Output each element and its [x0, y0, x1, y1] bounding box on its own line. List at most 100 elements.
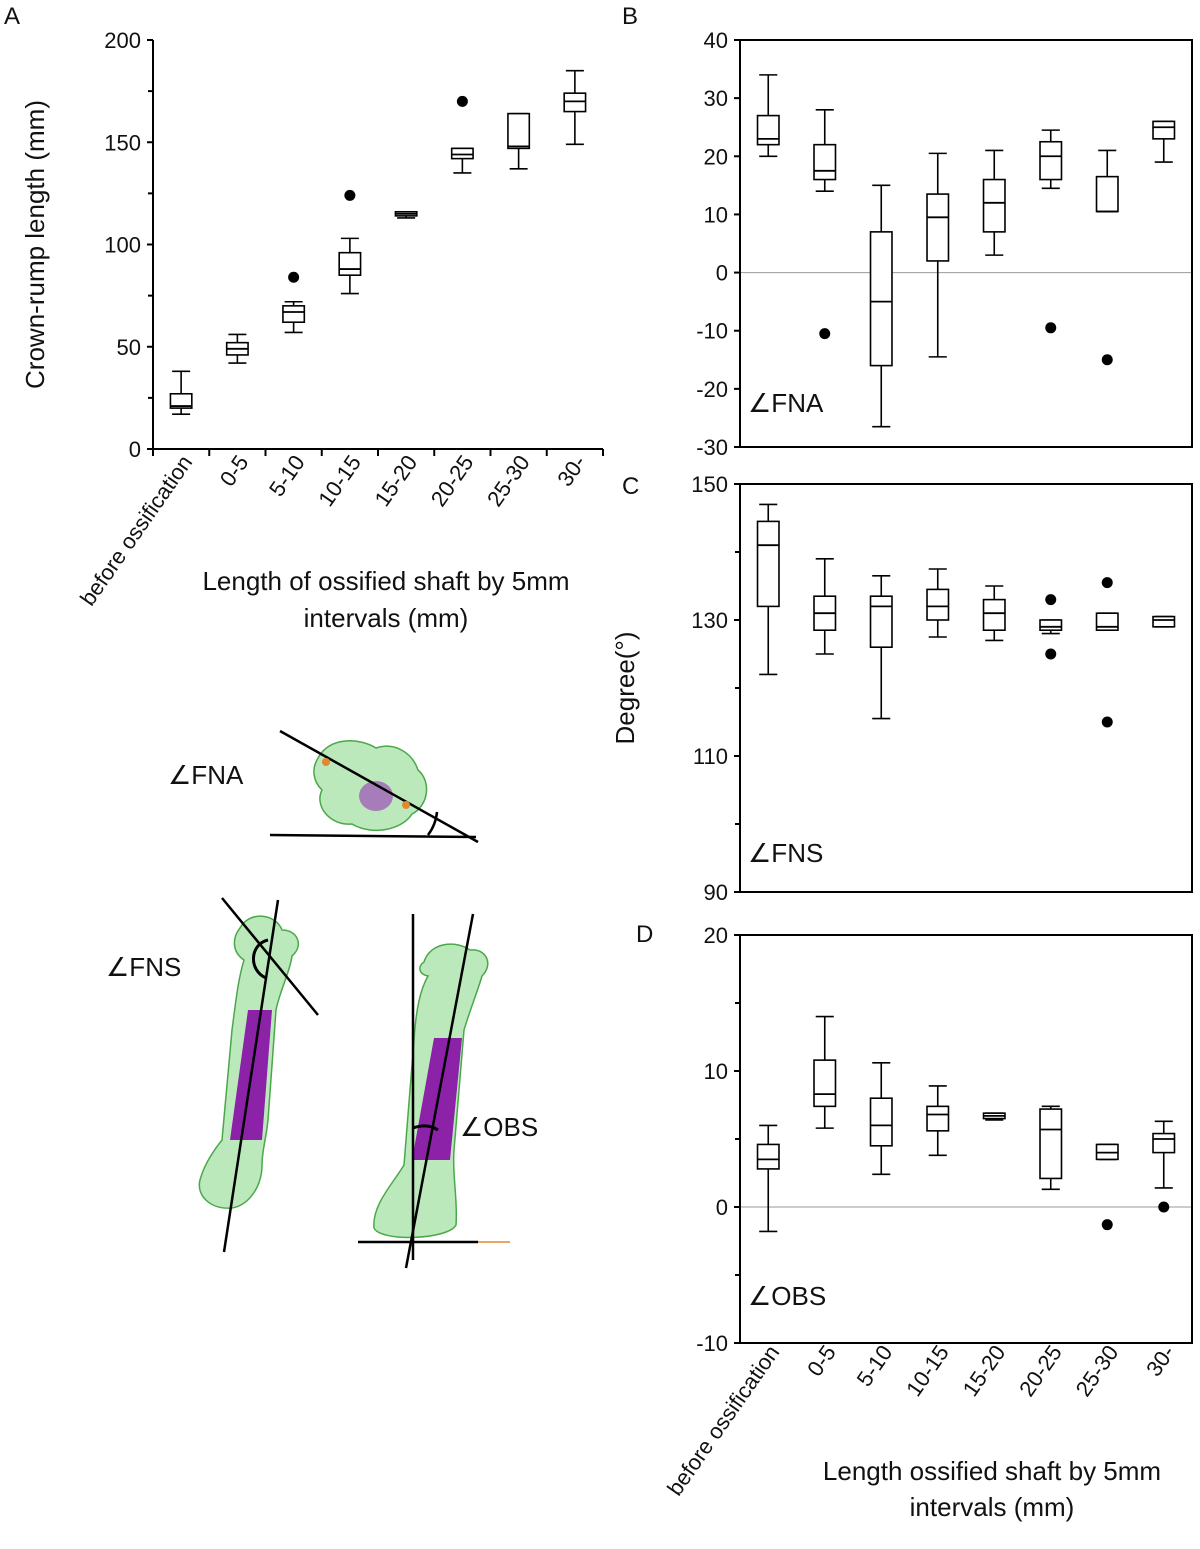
box-3 — [869, 184, 893, 428]
y-tick-label: 50 — [117, 335, 141, 360]
plot-frame — [739, 483, 1193, 893]
landmark-dot — [322, 758, 330, 766]
box-iqr — [813, 143, 837, 181]
angle-label: ∠OBS — [748, 1281, 826, 1311]
box-iqr — [1095, 175, 1119, 213]
illustration-fns: ∠FNS — [106, 897, 319, 1253]
y-axis-title: Degree(°) — [610, 632, 640, 745]
box-8 — [1152, 1120, 1176, 1213]
box-iqr — [1039, 140, 1063, 181]
outlier-point — [456, 95, 468, 107]
box-3 — [869, 1062, 893, 1176]
category-label: 30- — [1141, 1341, 1180, 1381]
obs-angle-arc — [412, 1124, 439, 1132]
outlier-point — [1045, 648, 1057, 660]
box-iqr — [926, 588, 950, 621]
landmark-dot — [402, 801, 410, 809]
y-tick-label: -20 — [696, 377, 728, 402]
category-label: 0-5 — [802, 1341, 841, 1381]
y-tick-label: -30 — [696, 435, 728, 460]
box-1 — [756, 1124, 780, 1233]
x-axis-title: Length of ossified shaft by 5mm — [202, 566, 569, 596]
obs-shaft-line — [404, 913, 475, 1269]
box-4 — [926, 1085, 950, 1157]
box-6 — [450, 95, 474, 174]
box-4 — [926, 152, 950, 358]
y-tick-label: 10 — [704, 1059, 728, 1084]
y-tick-label: 130 — [691, 608, 728, 633]
box-7 — [1095, 1143, 1119, 1231]
box-2 — [813, 1015, 837, 1129]
box-2 — [813, 557, 837, 655]
outlier-point — [288, 271, 300, 283]
outlier-point — [819, 328, 831, 340]
y-tick-label: 0 — [716, 1195, 728, 1220]
chart-d-obs: -10 0 10 20 ∠OBS before ossification 0-5 5-10 10… — [662, 923, 1193, 1522]
box-iqr — [756, 114, 780, 146]
category-label: 20-25 — [426, 451, 479, 511]
x-axis-title: intervals (mm) — [910, 1492, 1075, 1522]
fns-shaft-line — [222, 899, 280, 1253]
box-3 — [869, 574, 893, 720]
box-iqr — [1152, 615, 1176, 628]
panel-letter-a: A — [4, 3, 20, 30]
box-iqr — [563, 92, 587, 113]
y-tick-label: 0 — [716, 261, 728, 286]
category-label: 5-10 — [852, 1341, 898, 1391]
y-tick-label: 110 — [693, 744, 728, 769]
chart-a-crown-rump-length: 0 50 100 150 200 Crown-rump length (mm) before… — [20, 28, 604, 633]
outlier-point — [1101, 354, 1113, 366]
box-iqr — [869, 595, 893, 649]
box-iqr — [869, 231, 893, 367]
box-2 — [813, 108, 837, 340]
outlier-point — [1045, 594, 1057, 606]
y-axis-title: Crown-rump length (mm) — [20, 100, 50, 389]
fna-angle-arc — [426, 811, 439, 836]
illustration-fna: ∠FNA — [168, 729, 479, 844]
y-tick-label: -10 — [696, 319, 728, 344]
fns-label: ∠FNS — [106, 952, 181, 982]
box-4 — [926, 568, 950, 638]
chart-b-fna: -30 -20 -10 0 10 20 30 40 ∠FNA — [696, 28, 1193, 460]
category-label: 10-15 — [313, 451, 366, 511]
box-8 — [563, 69, 587, 146]
box-7 — [507, 112, 531, 170]
y-tick-label: 30 — [704, 86, 728, 111]
angle-label: ∠FNA — [748, 388, 824, 418]
y-tick-label: 100 — [104, 233, 141, 258]
box-1 — [756, 503, 780, 676]
y-tick-label: 150 — [691, 472, 728, 497]
y-tick-label: 20 — [704, 923, 728, 948]
box-5 — [394, 210, 418, 219]
fns-angle-arc — [252, 938, 269, 980]
y-tick-label: -10 — [696, 1331, 728, 1356]
category-label: 10-15 — [901, 1341, 954, 1401]
box-6 — [1039, 594, 1063, 660]
y-tick-label: 150 — [104, 130, 141, 155]
box-5 — [982, 149, 1006, 256]
panel-letter-b: B — [622, 3, 638, 30]
chart-c-fns: 90 110 130 150 Degree(°) ∠FNS — [610, 472, 1193, 905]
box-6 — [1039, 1105, 1063, 1191]
fna-line-oblique — [279, 729, 479, 844]
x-axis-title: intervals (mm) — [304, 603, 469, 633]
category-label: before ossification — [75, 451, 197, 611]
panel-letter-c: C — [622, 473, 639, 500]
box-iqr — [926, 193, 950, 262]
box-iqr — [507, 112, 531, 150]
category-label: 25-30 — [1071, 1341, 1124, 1401]
box-iqr — [813, 1059, 837, 1108]
y-tick-label: 200 — [104, 28, 141, 53]
box-8 — [1152, 120, 1176, 163]
box-5 — [982, 585, 1006, 642]
box-iqr — [1039, 1108, 1063, 1180]
box-7 — [1095, 149, 1119, 366]
box-2 — [225, 333, 249, 364]
angle-label: ∠FNS — [748, 838, 823, 868]
box-iqr — [282, 305, 306, 324]
category-label: 0-5 — [215, 451, 254, 491]
box-iqr — [982, 598, 1006, 631]
box-7 — [1095, 577, 1119, 728]
x-axis-title: Length ossified shaft by 5mm — [823, 1456, 1161, 1486]
